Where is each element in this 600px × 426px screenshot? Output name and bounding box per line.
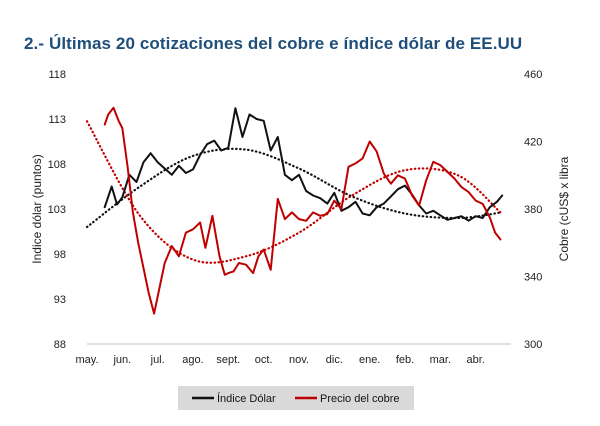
y-left-tick-label: 108 [48, 159, 66, 171]
y-left-tick-label: 113 [48, 114, 66, 126]
y-right-tick-label: 340 [524, 272, 542, 284]
y-right-tick-label: 300 [524, 339, 542, 351]
legend-label-copper: Precio del cobre [320, 393, 400, 405]
x-tick-label: ene. [359, 354, 380, 366]
y-left-tick-label: 98 [54, 249, 66, 261]
x-tick-label: jun. [112, 354, 131, 366]
y-right-tick-label: 460 [524, 69, 542, 81]
chart-title: 2.- Últimas 20 cotizaciones del cobre e … [24, 34, 523, 53]
x-tick-label: oct. [255, 354, 273, 366]
y-left-tick-label: 103 [48, 204, 66, 216]
x-tick-label: ago. [182, 354, 203, 366]
copper-trend-line [85, 120, 502, 264]
x-tick-label: dic. [326, 354, 343, 366]
y-left-axis-title: Indice dólar (puntos) [30, 154, 44, 263]
y-right-tick-label: 420 [524, 137, 542, 149]
y-left-tick-label: 93 [54, 294, 66, 306]
axes-layer: may. jun. jul. ago. sept. oct. nov. dic. ene. feb… [30, 69, 571, 366]
y-left-tick-label: 118 [48, 69, 66, 81]
dollar-index-line [103, 107, 504, 222]
y-right-tick-label: 380 [524, 204, 542, 216]
copper-price-line [103, 106, 502, 315]
y-left-tick-label: 88 [54, 339, 66, 351]
x-tick-label: mar. [430, 354, 451, 366]
x-tick-label: may. [75, 354, 98, 366]
x-tick-label: jul. [150, 354, 165, 366]
series-layer [85, 106, 504, 315]
x-tick-label: feb. [396, 354, 414, 366]
legend-label-dollar: Índice Dólar [217, 392, 276, 405]
x-tick-label: abr. [466, 354, 484, 366]
y-right-axis-title: Cobre (cUS$ x libra [557, 156, 571, 261]
x-tick-label: sept. [216, 354, 240, 366]
x-tick-label: nov. [289, 354, 309, 366]
chart-legend: Índice Dólar Precio del cobre [178, 386, 414, 410]
dollar-trend-line [85, 147, 502, 229]
